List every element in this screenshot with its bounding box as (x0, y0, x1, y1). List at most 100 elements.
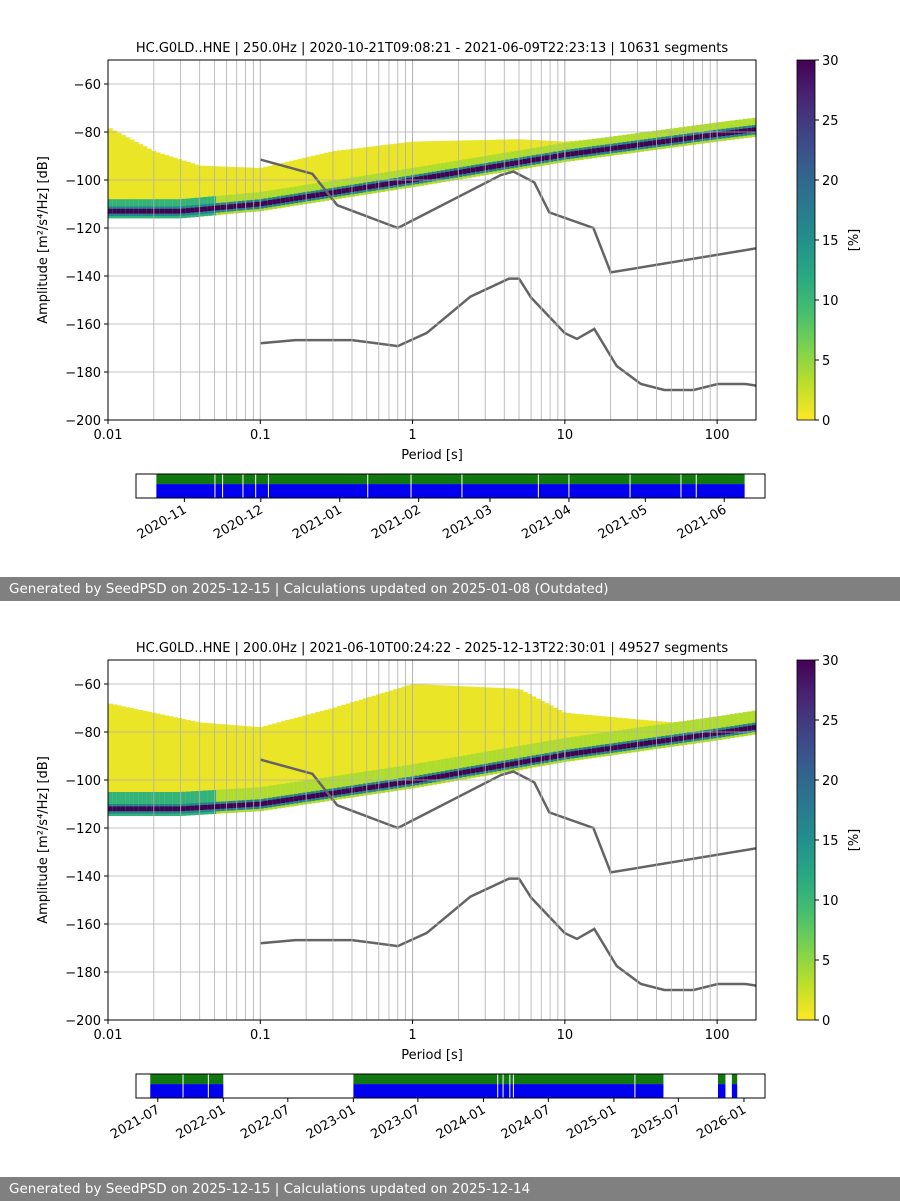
density-cell (475, 686, 481, 776)
density-cell (319, 191, 325, 197)
density-cell (345, 187, 351, 193)
density-cell (743, 726, 748, 732)
x-tick-label: 0.1 (250, 1028, 271, 1043)
density-cell (354, 772, 360, 797)
density-cell (120, 135, 126, 213)
density-cell (177, 208, 183, 214)
density-cell (198, 790, 204, 815)
density-cell (254, 787, 260, 812)
density-cell (751, 725, 756, 730)
nlnm-line (260, 277, 756, 392)
density-cell (142, 146, 148, 212)
density-cell (660, 139, 666, 145)
density-cell (293, 159, 299, 200)
density-cell (639, 142, 645, 147)
density-cell (630, 728, 636, 753)
density-cell (254, 726, 260, 802)
y-tick-label: −180 (65, 966, 101, 981)
density-cell (198, 805, 204, 810)
availability-segment-bottom (731, 1084, 738, 1098)
availability-tick-label: 2021-07 (108, 1102, 163, 1142)
density-cell (349, 702, 355, 790)
density-cell (241, 802, 247, 808)
availability-tick-label: 2022-07 (238, 1102, 293, 1142)
density-cell (427, 684, 433, 781)
density-cell (492, 764, 498, 770)
density-cell (280, 162, 286, 202)
density-cell (432, 684, 437, 780)
density-cell (371, 146, 377, 189)
density-cell (457, 770, 463, 776)
density-cell (138, 806, 144, 812)
density-cell (172, 157, 178, 211)
density-cell (574, 150, 580, 156)
availability-strip (150, 1074, 738, 1098)
density-cell (354, 186, 360, 192)
density-cell (583, 149, 589, 155)
density-cell (120, 806, 126, 812)
density-cell (246, 202, 252, 208)
density-cell (725, 729, 731, 734)
density-cell (332, 189, 338, 195)
density-cell (686, 135, 692, 141)
availability-tick-label: 2025-01 (564, 1102, 619, 1142)
density-cell (419, 141, 424, 182)
density-cell (146, 806, 152, 812)
density-cell (125, 208, 131, 214)
density-cell (328, 151, 334, 195)
density-cell (259, 167, 265, 204)
availability-tick-label: 2021-06 (675, 502, 730, 542)
density-cell (738, 129, 744, 134)
density-cell (678, 736, 684, 741)
density-cell (522, 759, 528, 765)
x-tick-label: 0.01 (94, 1028, 123, 1043)
density-cell (622, 144, 627, 150)
density-cell (116, 806, 122, 812)
density-cell (259, 801, 265, 807)
density-cell (617, 744, 623, 750)
density-cell (185, 791, 191, 816)
density-cell (557, 738, 563, 763)
density-cell (475, 166, 481, 172)
x-axis-label: Period [s] (401, 448, 463, 463)
availability-segment-top (156, 474, 745, 485)
density-cell (289, 796, 295, 802)
density-cell (548, 154, 554, 160)
density-cell (190, 720, 195, 807)
density-cell (596, 747, 602, 753)
density-cell (505, 688, 511, 772)
density-cell (220, 166, 226, 207)
density-cell (613, 730, 619, 755)
density-cell (419, 176, 424, 181)
density-cell (216, 723, 221, 805)
density-cell (401, 178, 407, 184)
density-cell (380, 783, 386, 789)
density-cell (112, 130, 118, 214)
availability-tick-label: 2021-05 (596, 502, 651, 542)
density-cell (328, 708, 334, 793)
density-cell (177, 718, 183, 808)
density-cell (393, 689, 399, 785)
chart-title: HC.G0LD..HNE | 200.0Hz | 2021-06-10T00:2… (136, 641, 729, 656)
density-cell (246, 167, 252, 205)
density-cell (332, 150, 338, 195)
density-cell (548, 705, 554, 764)
nhnm-line (259, 758, 756, 874)
density-cell (440, 172, 446, 178)
density-cell (518, 760, 524, 765)
density-cell (682, 136, 688, 142)
density-cell (142, 710, 148, 809)
y-axis-label: Amplitude [m²/s⁴/Hz] [dB] (36, 156, 51, 324)
density-cell (285, 197, 291, 203)
density-cell (224, 204, 230, 210)
density-cell (112, 208, 118, 214)
density-cell (332, 790, 338, 796)
density-cell (535, 698, 541, 767)
density-cell (164, 806, 170, 812)
density-cell (358, 185, 364, 191)
plot-area (108, 684, 756, 992)
density-cell (695, 733, 701, 739)
density-cell (138, 208, 144, 214)
density-cell (501, 162, 507, 168)
density-cell (440, 773, 446, 779)
